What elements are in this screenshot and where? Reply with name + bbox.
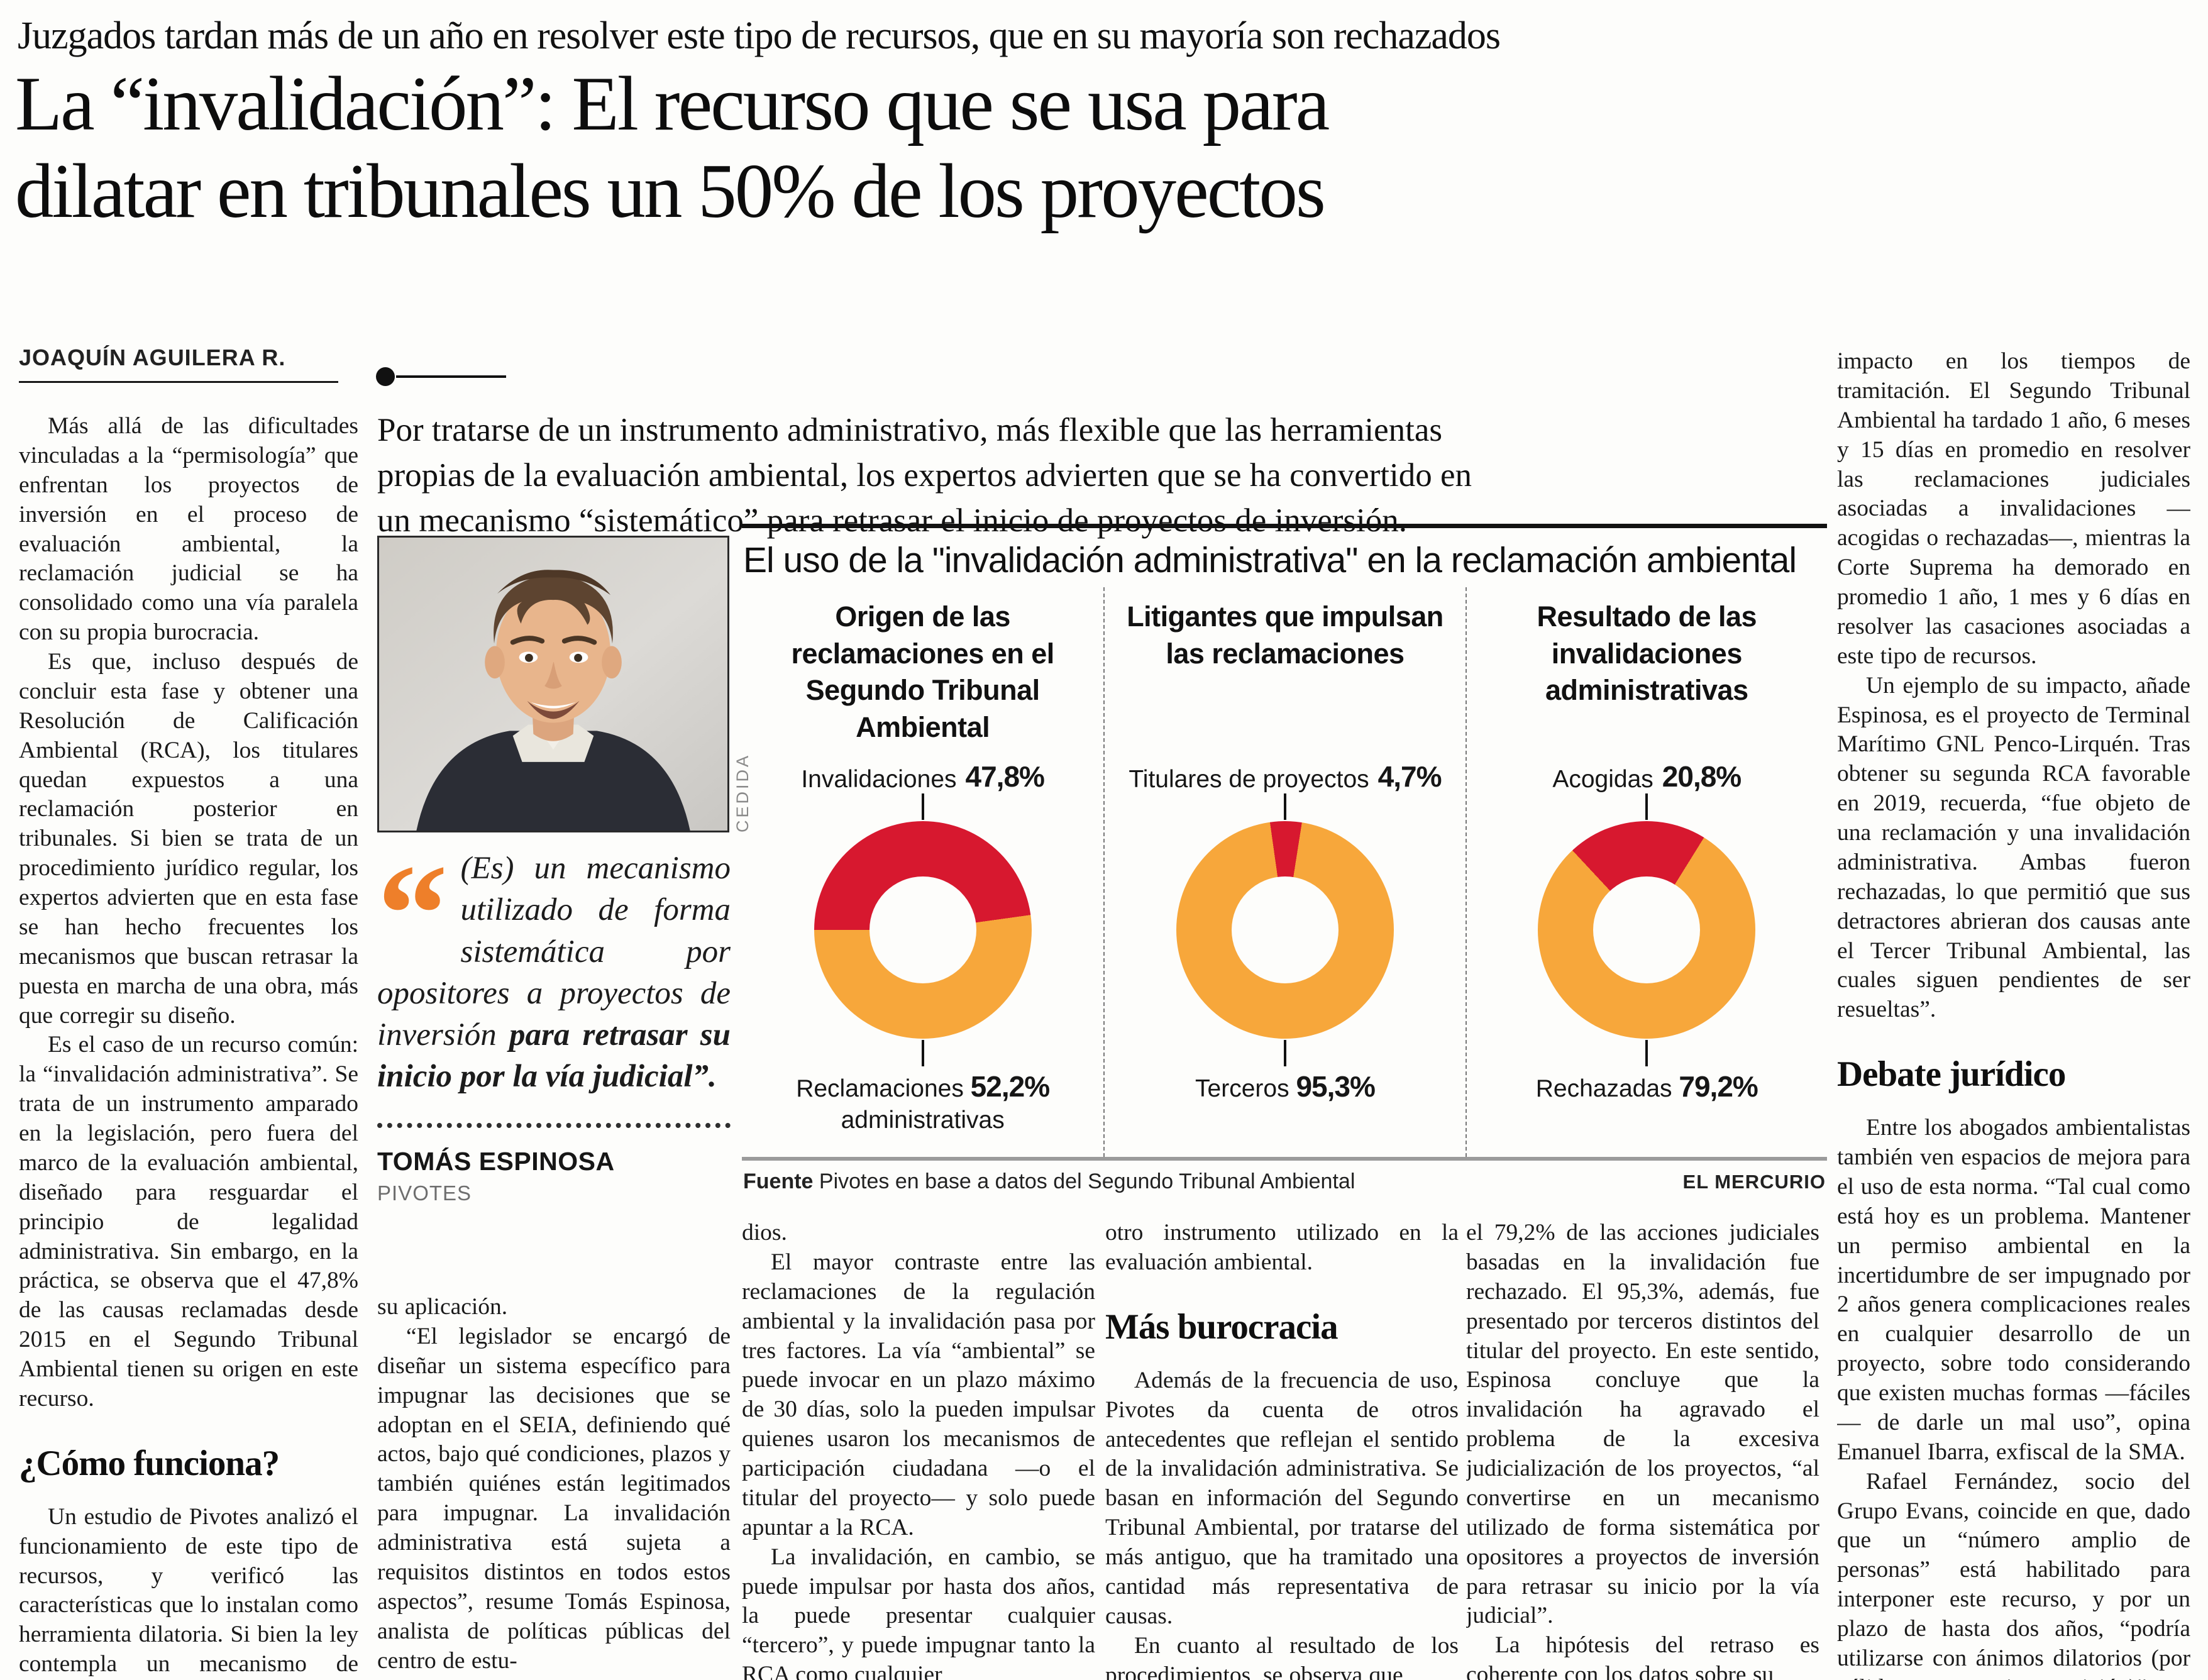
source-row: Fuente Pivotes en base a datos del Segun…: [742, 1157, 1827, 1198]
label-tick: [1645, 1040, 1648, 1066]
quote-text-regular: (Es) un mecanismo utilizado de forma sis…: [377, 851, 731, 1053]
paragraph: Más allá de las dificultades vinculadas …: [19, 413, 358, 646]
headline-line1: La “invalidación”: El recurso que se usa…: [15, 60, 1330, 146]
infographic-title: El uso de la "invalidación administrativ…: [743, 540, 1797, 580]
chart-litigantes: Litigantes que impulsan las reclamacione…: [1103, 587, 1465, 1157]
quote-author-org: PIVOTES: [377, 1181, 472, 1205]
label-tick: [1283, 793, 1286, 820]
donut-chart-origen: [814, 821, 1032, 1039]
chart-bottom-label: Terceros 95,3%: [1195, 1069, 1376, 1105]
paragraph: Es que, incluso después de concluir esta…: [19, 649, 358, 1029]
label-tick: [1283, 1040, 1286, 1066]
slice-label: Rechazadas: [1535, 1075, 1672, 1102]
quote-text-bold: para retrasar su inicio por la vía judic…: [377, 1017, 731, 1095]
chart-top-label: Invalidaciones 47,8%: [801, 757, 1045, 793]
source-text: Pivotes en base a datos del Segundo Trib…: [813, 1169, 1355, 1193]
paragraph: Rafael Fernández, socio del Grupo Evans,…: [1837, 1468, 2190, 1680]
slice-value: 79,2%: [1679, 1070, 1758, 1103]
lead-marker-rule: [396, 375, 506, 378]
paragraph: su aplicación.: [377, 1294, 508, 1320]
slice-label: Invalidaciones: [801, 766, 957, 793]
slice-label: Reclamaciones: [796, 1075, 964, 1102]
paragraph: La hipótesis del retraso es coherente co…: [1466, 1632, 1819, 1680]
lead-marker-dot-icon: [376, 367, 395, 386]
quote-text: (Es) un mecanismo utilizado de forma sis…: [377, 848, 731, 1098]
body-column-6: impacto en los tiempos de tramitación. E…: [1837, 347, 2190, 1680]
portrait-photo: [377, 536, 729, 832]
charts-row: Origen de las reclamaciones en el Segund…: [742, 587, 1827, 1157]
donut-chart-litigantes: [1176, 821, 1394, 1039]
label-tick: [921, 1040, 924, 1066]
paragraph: otro instrumento utilizado en la evaluac…: [1105, 1220, 1459, 1275]
source-credit: EL MERCURIO: [1682, 1171, 1826, 1193]
chart-header: Resultado de las invalidaciones administ…: [1537, 600, 1757, 706]
body-column-5: el 79,2% de las acciones judiciales basa…: [1466, 1219, 1819, 1680]
chart-header: Origen de las reclamaciones en el Segund…: [791, 600, 1055, 743]
dotted-divider: [377, 1122, 731, 1128]
paragraph: Entre los abogados ambientalistas tambié…: [1837, 1115, 2190, 1465]
chart-bottom-label: Reclamaciones 52,2% administrativas: [796, 1069, 1050, 1136]
label-tick: [921, 793, 924, 820]
body-column-3: dios. El mayor contraste entre las reclam…: [742, 1219, 1095, 1680]
lead-paragraph: Por tratarse de un instrumento administr…: [377, 412, 1472, 539]
section-heading: ¿Cómo funciona?: [19, 1443, 280, 1483]
paragraph: La invalidación, en cambio, se puede imp…: [742, 1544, 1095, 1680]
paragraph: En cuanto al resultado de los procedimie…: [1105, 1632, 1459, 1680]
chart-bottom-label: Rechazadas 79,2%: [1536, 1069, 1758, 1105]
chart-header: Litigantes que impulsan las reclamacione…: [1127, 600, 1443, 670]
slice-value: 20,8%: [1662, 760, 1742, 793]
slice-label: Acogidas: [1552, 766, 1653, 793]
slice-label: Titulares de proyectos: [1129, 766, 1369, 793]
body-column-4: otro instrumento utilizado en la evaluac…: [1105, 1219, 1459, 1680]
paragraph: Es el caso de un recurso común: la “inva…: [19, 1032, 358, 1412]
paragraph: impacto en los tiempos de tramitación. E…: [1837, 348, 2190, 669]
slice-label: Terceros: [1195, 1075, 1289, 1102]
quote-author: TOMÁS ESPINOSA: [377, 1146, 615, 1176]
slice-value: 47,8%: [965, 760, 1045, 793]
slice-value: 95,3%: [1296, 1070, 1375, 1103]
quote-mark-icon: “: [377, 835, 448, 992]
slice-value: 52,2%: [970, 1070, 1050, 1103]
chart-top-label: Acogidas 20,8%: [1552, 757, 1742, 793]
paragraph: “El legislador se encargó de diseñar un …: [377, 1323, 731, 1674]
source-label: Fuente: [743, 1169, 814, 1193]
paragraph: El mayor contraste entre las reclamacion…: [742, 1249, 1095, 1540]
section-heading: Más burocracia: [1105, 1307, 1339, 1347]
label-tick: [1645, 793, 1648, 820]
byline: JOAQUÍN AGUILERA R.: [19, 345, 338, 383]
slice-value: 4,7%: [1377, 760, 1442, 793]
section-heading: Debate jurídico: [1837, 1054, 2066, 1095]
paragraph: dios.: [742, 1220, 787, 1246]
paragraph: el 79,2% de las acciones judiciales basa…: [1466, 1220, 1819, 1629]
chart-resultado: Resultado de las invalidaciones administ…: [1465, 587, 1827, 1157]
headline-line2: dilatar en tribunales un 50% de los proy…: [15, 147, 1326, 234]
body-column-2: su aplicación. “El legislador se encargó …: [377, 1293, 731, 1680]
paragraph: Un estudio de Pivotes analizó el funcion…: [19, 1503, 358, 1677]
body-column-1: JOAQUÍN AGUILERA R. Más allá de las difi…: [19, 345, 358, 1677]
chart-top-label: Titulares de proyectos 4,7%: [1129, 757, 1442, 793]
paragraph: Un ejemplo de su impacto, añade Espinosa…: [1837, 672, 2190, 1023]
source-line: Fuente Pivotes en base a datos del Segun…: [743, 1169, 1355, 1194]
infographic: El uso de la "invalidación administrativ…: [742, 524, 1827, 1198]
pull-quote: “ (Es) un mecanismo utilizado de forma s…: [377, 835, 731, 1205]
donut-chart-resultado: [1538, 821, 1756, 1039]
kicker: Juzgados tardan más de un año en resolve…: [18, 14, 1501, 57]
slice-label-line2: administrativas: [841, 1106, 1005, 1134]
portrait-illustration: [379, 538, 727, 831]
paragraph: Además de la frecuencia de uso, Pivotes …: [1105, 1367, 1459, 1629]
page-title: La “invalidación”: El recurso que se usa…: [15, 60, 2190, 235]
chart-origen: Origen de las reclamaciones en el Segund…: [742, 587, 1103, 1157]
